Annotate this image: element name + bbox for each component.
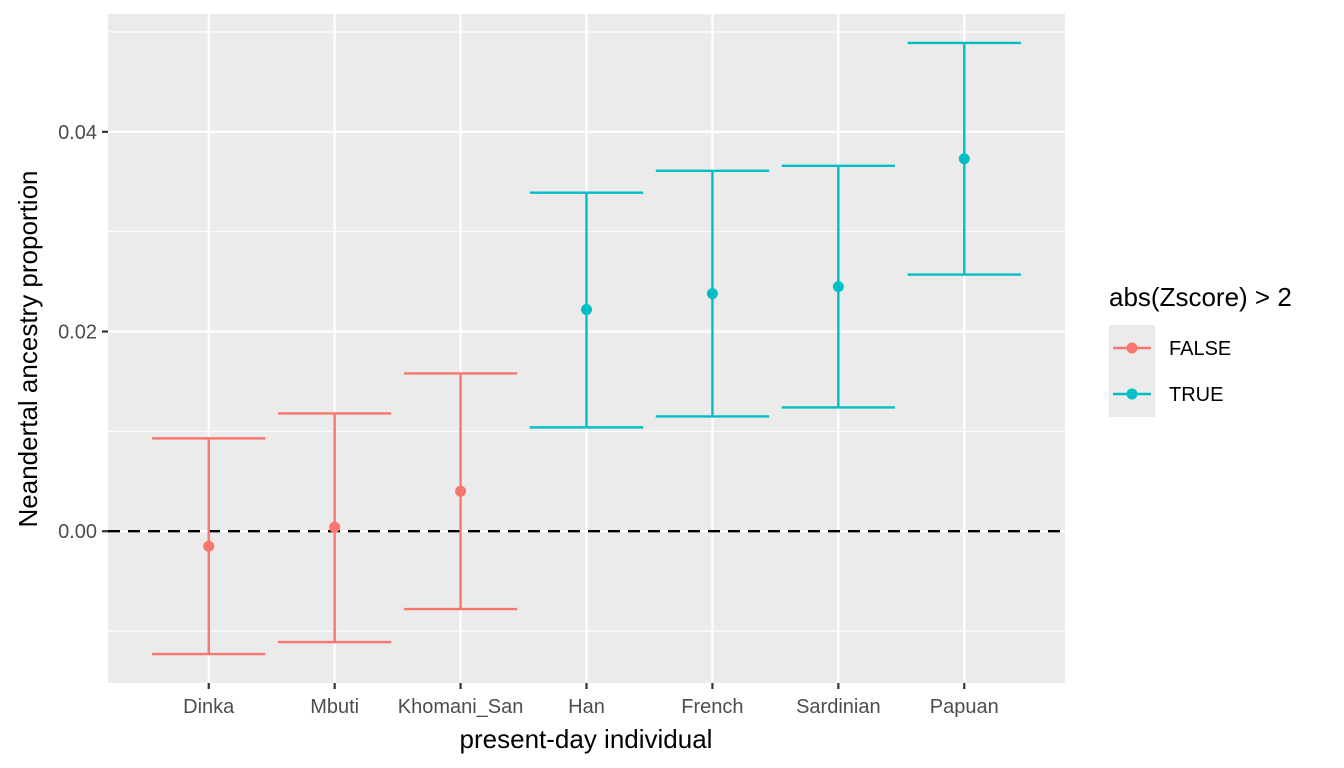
x-tick-label: French xyxy=(681,696,743,718)
x-tick-label: Mbuti xyxy=(310,696,359,718)
legend-entry-false: FALSE xyxy=(1109,325,1231,371)
legend-entry-true: TRUE xyxy=(1109,371,1223,417)
x-tick-label: Khomani_San xyxy=(398,696,524,718)
x-tick-label: Han xyxy=(568,696,605,718)
legend-entries: FALSE TRUE xyxy=(1109,325,1231,417)
y-tick-label: 0.04 xyxy=(58,122,97,144)
data-point-khomani-san xyxy=(455,485,467,497)
legend-label: TRUE xyxy=(1169,384,1223,406)
legend-key-point xyxy=(1126,388,1138,400)
y-axis-title: Neandertal ancestry proportion xyxy=(13,171,43,528)
x-axis: Dinka Mbuti Khomani_San Han French Sardinian P… xyxy=(183,683,999,718)
x-tick-label: Papuan xyxy=(930,696,999,718)
data-point-french xyxy=(706,288,718,300)
legend: abs(Zscore) > 2 FALSE TRUE xyxy=(1109,282,1292,417)
data-point-mbuti xyxy=(329,521,341,533)
legend-key-point xyxy=(1126,342,1138,354)
x-axis-title: present-day individual xyxy=(460,724,713,754)
y-tick-label: 0.02 xyxy=(58,322,97,344)
y-axis: 0.00 0.02 0.04 xyxy=(58,122,108,543)
data-point-han xyxy=(581,304,592,316)
legend-title: abs(Zscore) > 2 xyxy=(1109,282,1292,312)
point-layer xyxy=(203,153,970,552)
legend-label: FALSE xyxy=(1169,338,1231,360)
data-point-sardinian xyxy=(832,281,844,293)
x-tick-label: Dinka xyxy=(183,696,235,718)
data-point-papuan xyxy=(958,153,970,165)
data-point-dinka xyxy=(203,540,215,552)
y-tick-label: 0.00 xyxy=(58,521,97,543)
x-tick-label: Sardinian xyxy=(796,696,881,718)
